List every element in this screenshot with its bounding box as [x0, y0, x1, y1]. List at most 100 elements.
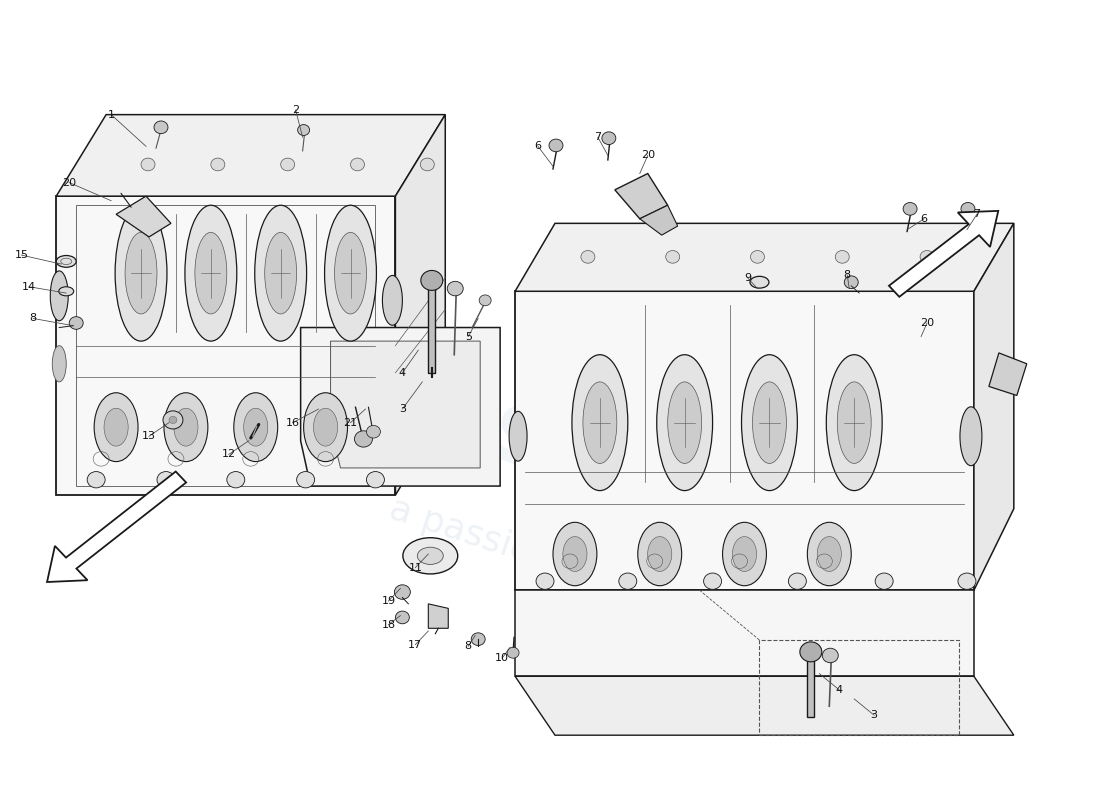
Text: 8: 8	[30, 314, 37, 323]
Ellipse shape	[403, 538, 458, 574]
Circle shape	[87, 471, 106, 488]
Polygon shape	[300, 327, 500, 486]
Circle shape	[141, 158, 155, 170]
Ellipse shape	[314, 408, 338, 446]
Polygon shape	[56, 196, 395, 495]
Circle shape	[835, 250, 849, 263]
Circle shape	[298, 125, 309, 135]
Polygon shape	[515, 223, 1014, 291]
FancyArrow shape	[47, 471, 186, 582]
Circle shape	[366, 471, 384, 488]
Text: 4: 4	[836, 685, 843, 695]
Ellipse shape	[750, 276, 769, 288]
Circle shape	[823, 648, 838, 662]
Circle shape	[471, 633, 485, 646]
Ellipse shape	[56, 255, 76, 267]
Text: 8: 8	[844, 270, 850, 280]
Ellipse shape	[174, 408, 198, 446]
Polygon shape	[331, 341, 481, 468]
Circle shape	[876, 573, 893, 590]
Polygon shape	[640, 206, 678, 235]
Circle shape	[280, 158, 295, 170]
Text: 18: 18	[382, 620, 396, 630]
Polygon shape	[974, 223, 1014, 590]
Ellipse shape	[244, 408, 267, 446]
Text: 11: 11	[408, 562, 422, 573]
Ellipse shape	[417, 547, 443, 565]
Polygon shape	[989, 353, 1026, 395]
Ellipse shape	[657, 354, 713, 490]
Text: 6: 6	[535, 142, 541, 151]
Text: 19: 19	[382, 596, 396, 606]
Text: 5: 5	[464, 331, 472, 342]
Ellipse shape	[116, 206, 167, 341]
Text: 14: 14	[22, 282, 36, 292]
Circle shape	[354, 431, 373, 447]
Text: a passion for parts: a passion for parts	[385, 491, 715, 628]
Circle shape	[750, 250, 764, 263]
Circle shape	[157, 471, 175, 488]
Circle shape	[961, 202, 975, 215]
Polygon shape	[515, 291, 974, 590]
Text: 12: 12	[222, 450, 235, 459]
Ellipse shape	[807, 522, 851, 586]
Text: 9: 9	[744, 273, 751, 282]
Circle shape	[903, 202, 917, 215]
Ellipse shape	[185, 206, 236, 341]
Polygon shape	[395, 114, 446, 495]
Ellipse shape	[334, 233, 366, 314]
Circle shape	[395, 611, 409, 624]
Text: 20: 20	[63, 178, 76, 187]
Circle shape	[619, 573, 637, 590]
Ellipse shape	[509, 411, 527, 461]
Text: 21: 21	[343, 418, 358, 428]
Circle shape	[211, 158, 224, 170]
Circle shape	[395, 585, 410, 599]
Circle shape	[480, 295, 491, 306]
Ellipse shape	[960, 406, 982, 466]
Circle shape	[507, 647, 519, 658]
Circle shape	[581, 250, 595, 263]
Polygon shape	[515, 676, 1014, 735]
Ellipse shape	[752, 382, 786, 463]
Circle shape	[154, 121, 168, 134]
Ellipse shape	[583, 382, 617, 463]
Ellipse shape	[164, 393, 208, 462]
Circle shape	[958, 573, 976, 590]
Circle shape	[666, 250, 680, 263]
Circle shape	[920, 250, 934, 263]
Polygon shape	[117, 196, 170, 237]
Circle shape	[366, 426, 381, 438]
Ellipse shape	[837, 382, 871, 463]
Circle shape	[845, 276, 858, 289]
FancyArrow shape	[889, 211, 998, 297]
Text: 3: 3	[399, 404, 406, 414]
Ellipse shape	[383, 275, 403, 326]
Ellipse shape	[234, 393, 277, 462]
Ellipse shape	[553, 522, 597, 586]
Ellipse shape	[95, 393, 138, 462]
Ellipse shape	[817, 537, 842, 571]
Ellipse shape	[125, 233, 157, 314]
Ellipse shape	[304, 393, 348, 462]
Ellipse shape	[104, 408, 129, 446]
Ellipse shape	[572, 354, 628, 490]
Polygon shape	[807, 658, 814, 717]
Ellipse shape	[58, 286, 74, 296]
Circle shape	[800, 642, 822, 662]
Polygon shape	[515, 590, 974, 676]
Circle shape	[789, 573, 806, 590]
Ellipse shape	[648, 537, 672, 571]
Circle shape	[549, 139, 563, 152]
Text: eurospares: eurospares	[234, 304, 866, 592]
Polygon shape	[56, 114, 446, 196]
Text: 7: 7	[974, 210, 980, 219]
Text: 17: 17	[408, 640, 422, 650]
Ellipse shape	[265, 233, 297, 314]
Ellipse shape	[195, 233, 227, 314]
Text: 20: 20	[640, 150, 654, 160]
Text: 7: 7	[594, 132, 602, 142]
Circle shape	[420, 158, 434, 170]
Ellipse shape	[723, 522, 767, 586]
Text: 13: 13	[142, 431, 156, 442]
